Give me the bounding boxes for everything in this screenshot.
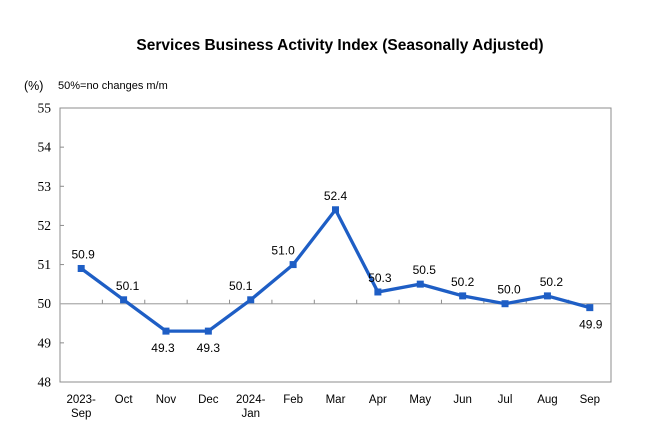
y-tick-label: 52 <box>38 218 52 233</box>
plot-area: 48 49 50 51 52 53 54 55 50.9 50.1 49.3 49.3 50.1 51.0… <box>38 101 612 420</box>
data-label: 49.3 <box>197 341 221 355</box>
data-label: 50.1 <box>116 279 140 293</box>
data-line <box>80 206 591 333</box>
x-tick-label: Aug <box>537 394 557 406</box>
x-tick-label: Jul <box>498 394 513 406</box>
data-point <box>77 264 85 272</box>
x-tick-label: Sep <box>580 394 600 406</box>
y-tick-label: 50 <box>38 296 52 311</box>
x-tick-label: 2024-Jan <box>236 394 266 420</box>
data-point <box>204 327 212 335</box>
data-point <box>332 206 339 214</box>
data-label: 50.3 <box>368 271 392 285</box>
data-point <box>289 261 297 269</box>
x-tick-label: Apr <box>369 394 387 406</box>
data-point <box>374 288 382 296</box>
x-tick-label: 2023-Sep <box>66 394 96 420</box>
data-label: 49.3 <box>151 341 175 355</box>
data-label: 52.4 <box>324 189 348 203</box>
data-label: 50.2 <box>451 275 475 289</box>
x-tick-label: Feb <box>283 394 303 406</box>
data-point <box>543 292 551 300</box>
x-tick-label: May <box>409 394 431 406</box>
data-point <box>247 296 255 304</box>
data-label: 50.5 <box>413 263 437 277</box>
data-point <box>501 300 509 308</box>
y-tick-label: 55 <box>38 101 52 116</box>
y-tick-label: 49 <box>38 335 52 350</box>
data-point <box>416 280 424 288</box>
data-point <box>459 292 467 300</box>
data-point <box>120 296 128 304</box>
y-tick-label: 51 <box>38 257 52 272</box>
data-label: 49.9 <box>579 318 603 332</box>
chart-title: Services Business Activity Index (Season… <box>136 37 543 54</box>
x-tick-label: Oct <box>115 394 134 406</box>
x-tick-label: Mar <box>326 394 346 406</box>
data-label: 51.0 <box>271 244 295 258</box>
data-label: 50.9 <box>72 247 96 261</box>
data-point <box>586 304 594 312</box>
y-tick-label: 48 <box>38 375 52 390</box>
y-tick-label: 53 <box>38 179 52 194</box>
x-tick-label: Nov <box>156 394 177 406</box>
data-label: 50.0 <box>497 283 521 297</box>
plot-frame <box>59 107 612 383</box>
unit-label: (%) <box>24 79 43 93</box>
data-label: 50.1 <box>229 279 253 293</box>
data-point <box>162 327 170 335</box>
x-tick-label: Dec <box>198 394 219 406</box>
y-tick-label: 54 <box>38 140 52 155</box>
x-tick-label: Jun <box>453 394 472 406</box>
axis-note: 50%=no changes m/m <box>58 80 168 92</box>
data-label: 50.2 <box>540 275 564 289</box>
